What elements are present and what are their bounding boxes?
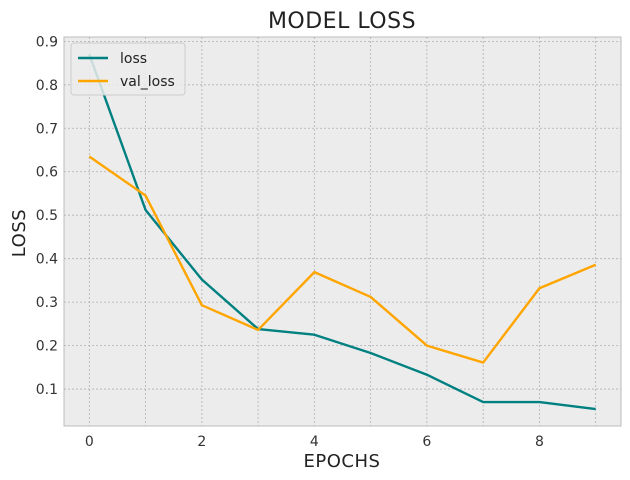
x-tick-label: 8 <box>535 434 544 450</box>
series-lines <box>88 53 597 411</box>
y-tick-label: 0.1 <box>36 382 58 398</box>
x-tick-label: 6 <box>422 434 431 450</box>
legend-label-val-loss: val_loss <box>120 74 175 90</box>
x-tick-label: 0 <box>85 434 94 450</box>
y-tick-label: 0.9 <box>36 34 58 50</box>
legend: loss val_loss <box>70 42 186 96</box>
plot-area <box>63 36 622 427</box>
y-tick-label: 0.2 <box>36 339 58 355</box>
y-tick-label: 0.6 <box>36 165 58 181</box>
y-tick-label: 0.4 <box>36 252 58 268</box>
y-axis-label: LOSS <box>9 209 30 257</box>
y-tick-label: 0.8 <box>36 78 58 94</box>
y-tick-label: 0.3 <box>36 295 58 311</box>
series-line-loss <box>88 53 596 411</box>
tick-labels: 0 2 4 6 8 0.1 0.2 0.3 0.4 0.5 0.6 0.7 0.8 0.9 <box>36 34 544 450</box>
x-tick-label: 2 <box>197 434 206 450</box>
x-tick-label: 4 <box>310 434 319 450</box>
x-axis-label: EPOCHS <box>304 451 381 472</box>
series-line-val-loss <box>88 155 597 364</box>
y-tick-label: 0.7 <box>36 121 58 137</box>
legend-label-loss: loss <box>120 51 147 67</box>
y-tick-label: 0.5 <box>36 208 58 224</box>
chart-title: MODEL LOSS <box>268 9 416 34</box>
